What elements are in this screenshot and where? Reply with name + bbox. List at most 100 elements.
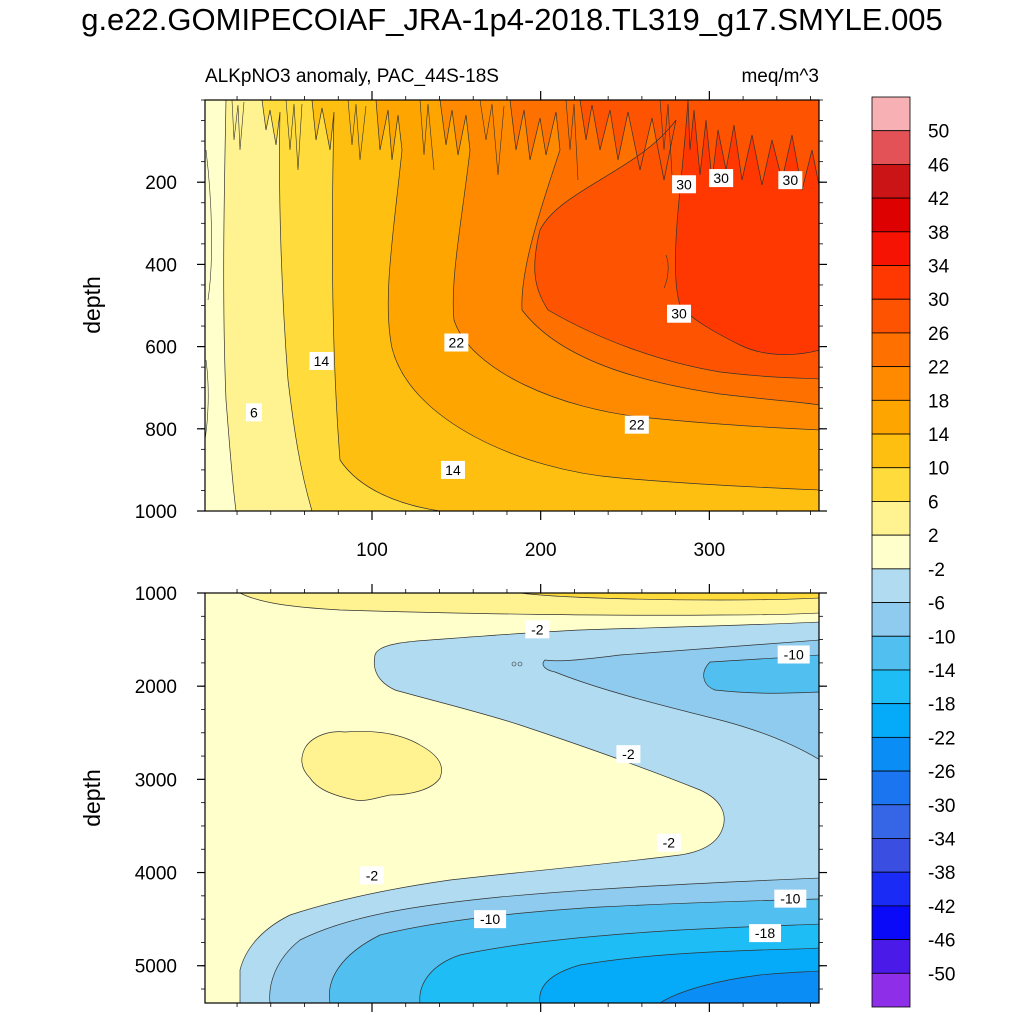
upper-y-tick-label: 200 bbox=[145, 173, 177, 194]
colorbar-box bbox=[871, 635, 911, 671]
colorbar-box bbox=[871, 399, 911, 435]
colorbar-label: -42 bbox=[928, 897, 955, 918]
colorbar-box bbox=[871, 939, 911, 974]
upper-contour-label-box bbox=[778, 171, 803, 190]
lower-contour-labels: -2 -10 -2 -2 -2 -10 -10 -18 bbox=[359, 620, 810, 943]
lower-contour-label-box bbox=[474, 910, 507, 929]
lower-y-tick-label: 3000 bbox=[135, 770, 177, 791]
colorbar-label: -46 bbox=[928, 931, 955, 952]
lower-contour-label-box bbox=[359, 866, 384, 885]
lower-contour-label-box bbox=[774, 889, 807, 908]
colorbar-label: -2 bbox=[928, 560, 945, 581]
upper-subtitle: ALKpNO3 anomaly, PAC_44S-18S bbox=[205, 66, 499, 87]
colorbar-box bbox=[871, 838, 911, 873]
colorbar-box bbox=[871, 568, 911, 603]
colorbar: 50 46 42 38 34 30 26 22 18 14 10 6 2 -2 -6 -10 -14 -18 -22… bbox=[871, 96, 956, 1008]
colorbar-label: 2 bbox=[928, 526, 939, 547]
upper-contour-label: 30 bbox=[666, 304, 691, 323]
lower-contour-label-text: -10 bbox=[780, 891, 800, 907]
colorbar-box bbox=[871, 501, 911, 536]
upper-panel: ALKpNO3 anomaly, PAC_44S-18S meq/m^3 dep… bbox=[79, 66, 827, 561]
lower-contour-label-box bbox=[777, 645, 810, 664]
colorbar-box bbox=[871, 197, 911, 233]
colorbar-label: 46 bbox=[928, 155, 949, 176]
upper-contour-label: 30 bbox=[778, 171, 803, 190]
upper-contour-label-box bbox=[709, 169, 734, 188]
lower-frame bbox=[204, 592, 820, 1004]
colorbar-box bbox=[871, 265, 911, 300]
upper-contour-label-text: 22 bbox=[629, 417, 645, 433]
lower-detail-lines bbox=[511, 661, 523, 667]
lower-contour-label-text: -2 bbox=[663, 835, 676, 851]
upper-units: meq/m^3 bbox=[741, 66, 819, 87]
upper-contour-label-text: 14 bbox=[445, 462, 461, 478]
upper-contour-label: 22 bbox=[444, 333, 469, 352]
upper-contour-label-text: 30 bbox=[713, 170, 729, 186]
lower-band-m22-m26-deep bbox=[659, 970, 819, 1003]
colorbar-box bbox=[871, 231, 911, 266]
upper-contour-label-text: 22 bbox=[449, 334, 465, 350]
lower-contour-label: -18 bbox=[749, 924, 782, 943]
colorbar-label: -50 bbox=[928, 964, 955, 985]
lower-contour-label: -2 bbox=[359, 866, 384, 885]
lower-y-axis-title: depth bbox=[79, 769, 105, 827]
colorbar-label: -26 bbox=[928, 762, 955, 783]
upper-y-tick-label: 1000 bbox=[135, 502, 177, 523]
colorbar-label: 30 bbox=[928, 290, 949, 311]
upper-contour-label: 30 bbox=[709, 169, 734, 188]
upper-contour-label-text: 30 bbox=[671, 306, 687, 322]
lower-y-tick-label: 5000 bbox=[135, 957, 177, 978]
lower-y-tick-label: 2000 bbox=[135, 677, 177, 698]
upper-contour-label-box bbox=[672, 175, 697, 194]
colorbar-labels: 50 46 42 38 34 30 26 22 18 14 10 6 2 -2 -6 -10 -14 -18 -22… bbox=[928, 122, 956, 986]
upper-contour-label-box bbox=[666, 304, 691, 323]
lower-contour-label-box bbox=[749, 924, 782, 943]
colorbar-label: 42 bbox=[928, 189, 949, 210]
lower-contour-label: -2 bbox=[656, 833, 681, 852]
lower-contour-label: -2 bbox=[525, 620, 550, 639]
colorbar-box bbox=[871, 298, 911, 334]
lower-contour-label: -10 bbox=[777, 645, 810, 664]
lower-ticks: 1000 2000 3000 4000 5000 bbox=[135, 584, 827, 1012]
lower-band-m10-m14-upper bbox=[703, 654, 819, 694]
lower-contour-label: -10 bbox=[474, 910, 507, 929]
lower-contour-label-text: -2 bbox=[622, 746, 635, 762]
upper-ticks: 200 400 600 800 1000 100 200 300 bbox=[135, 91, 827, 561]
lower-island-2-6 bbox=[301, 730, 442, 801]
colorbar-box bbox=[871, 366, 911, 401]
colorbar-label: 14 bbox=[928, 425, 950, 446]
figure-title: g.e22.GOMIPECOIAF_JRA-1p4-2018.TL319_g17… bbox=[81, 2, 943, 37]
colorbar-label: 34 bbox=[928, 257, 950, 278]
colorbar-box bbox=[871, 770, 911, 806]
lower-contour-label-text: -10 bbox=[480, 911, 500, 927]
upper-contour-label: 22 bbox=[624, 415, 649, 434]
lower-y-tick-label: 1000 bbox=[135, 584, 177, 605]
lower-contour-label: -2 bbox=[616, 745, 641, 764]
colorbar-box bbox=[871, 602, 911, 637]
colorbar-box bbox=[871, 433, 911, 469]
colorbar-label: -18 bbox=[928, 695, 955, 716]
colorbar-label: -6 bbox=[928, 594, 945, 615]
lower-contour-label-box bbox=[525, 620, 550, 639]
colorbar-label: -38 bbox=[928, 863, 955, 884]
colorbar-box bbox=[871, 736, 911, 772]
upper-contour-label-text: 30 bbox=[676, 176, 692, 192]
colorbar-label: -14 bbox=[928, 661, 956, 682]
upper-x-tick-label: 100 bbox=[356, 540, 388, 561]
upper-contour-label-box bbox=[245, 403, 262, 422]
upper-contour-label-box bbox=[444, 333, 469, 352]
colorbar-label: 38 bbox=[928, 223, 949, 244]
upper-contour-label-box bbox=[624, 415, 649, 434]
upper-x-tick-label: 300 bbox=[694, 540, 726, 561]
upper-contour-label: 14 bbox=[440, 460, 465, 479]
colorbar-box bbox=[871, 467, 911, 502]
upper-contour-label-text: 30 bbox=[783, 172, 799, 188]
upper-contour-label-text: 6 bbox=[250, 404, 258, 420]
upper-contour-label-box bbox=[309, 351, 334, 370]
colorbar-label: 18 bbox=[928, 391, 949, 412]
upper-x-tick-label: 200 bbox=[525, 540, 557, 561]
colorbar-label: 50 bbox=[928, 122, 949, 143]
colorbar-box bbox=[871, 332, 911, 368]
upper-y-tick-label: 800 bbox=[145, 420, 177, 441]
